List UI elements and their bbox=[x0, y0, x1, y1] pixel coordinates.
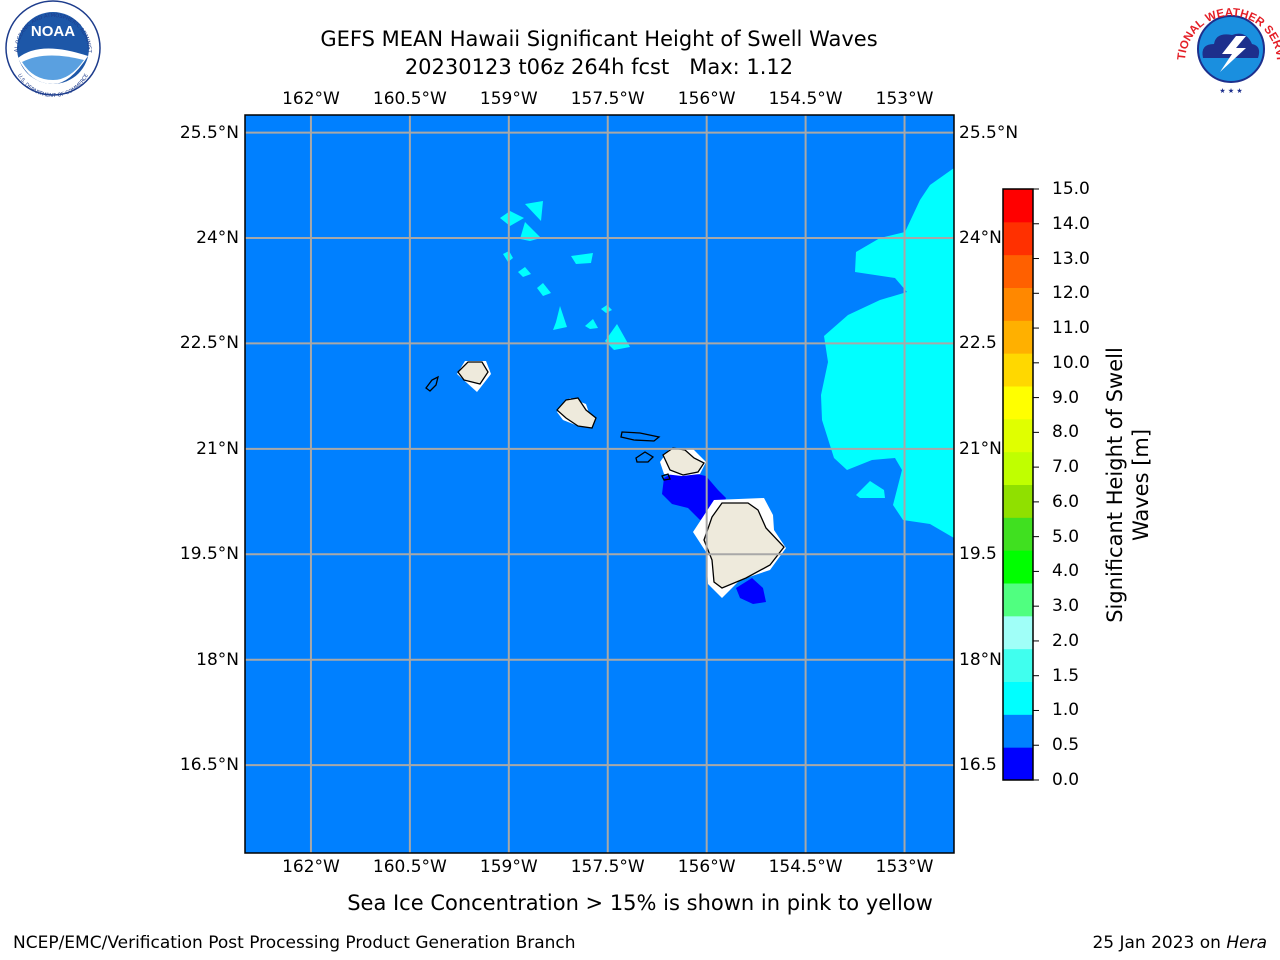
colorbar-tick-label: 12.0 bbox=[1052, 283, 1090, 304]
colorbar-segment bbox=[1003, 287, 1033, 321]
sea-ice-note: Sea Ice Concentration > 15% is shown in … bbox=[347, 891, 933, 915]
lon-label-top: 162°W bbox=[282, 89, 340, 109]
swell-area-patch bbox=[856, 481, 885, 498]
colorbar-segment bbox=[1003, 451, 1033, 485]
colorbar-tick-label: 6.0 bbox=[1052, 491, 1080, 512]
colorbar-tick-label: 15.0 bbox=[1052, 179, 1090, 199]
colorbar-tick-label: 13.0 bbox=[1052, 248, 1090, 269]
lat-label-right: 25.5°N bbox=[959, 122, 1019, 143]
ocean-field bbox=[245, 115, 954, 853]
lon-label-bottom: 159°W bbox=[479, 857, 538, 877]
lat-label-right: 18°N bbox=[959, 649, 1002, 670]
colorbar-segment bbox=[1003, 648, 1033, 682]
colorbar-segment bbox=[1003, 254, 1033, 288]
colorbar-tick-label: 3.0 bbox=[1052, 596, 1080, 617]
lon-label-bottom: 156°W bbox=[677, 857, 736, 877]
colorbar-tick-label: 1.5 bbox=[1052, 665, 1080, 686]
svg-text:NATIONAL WEATHER SERVICE: NATIONAL WEATHER SERVICE bbox=[0, 0, 1280, 61]
footer-date: 25 Jan 2023 on Hera bbox=[1092, 933, 1267, 953]
lat-label-right: 22.5 bbox=[959, 333, 997, 354]
colorbar-tick-label: 0.0 bbox=[1052, 770, 1080, 790]
map-frame bbox=[244, 114, 955, 854]
lat-label-left: 19.5°N bbox=[179, 544, 239, 565]
colorbar-segment bbox=[1003, 189, 1033, 223]
lon-label-bottom: 157.5°W bbox=[570, 857, 645, 877]
colorbar-tick-label: 4.0 bbox=[1052, 561, 1080, 582]
colorbar-tick-label: 9.0 bbox=[1052, 387, 1080, 408]
colorbar-segment bbox=[1003, 386, 1033, 420]
lon-label-top: 154.5°W bbox=[768, 89, 843, 109]
colorbar-segment bbox=[1003, 353, 1033, 387]
colorbar-segment bbox=[1003, 221, 1033, 256]
lon-label-bottom: 153°W bbox=[875, 857, 934, 877]
noaa-logo: NOAA NATIONAL OCEANIC AND ATMOSPHERIC AD… bbox=[0, 0, 101, 99]
colorbar-label: Significant Height of Swell Waves [m] bbox=[1103, 347, 1153, 623]
swell-patches-nw bbox=[500, 201, 630, 350]
graticule bbox=[245, 115, 954, 853]
footer-credit: NCEP/EMC/Verification Post Processing Pr… bbox=[13, 933, 576, 953]
colorbar-segment bbox=[1003, 418, 1033, 453]
lon-label-top: 156°W bbox=[677, 89, 736, 109]
land-islands bbox=[425, 361, 785, 589]
colorbar-segment bbox=[1003, 681, 1033, 715]
island-niihau bbox=[425, 375, 439, 392]
colorbar-segment bbox=[1003, 615, 1033, 650]
colorbar-segment bbox=[1003, 583, 1033, 617]
island-oahu bbox=[556, 397, 597, 429]
colorbar-tick-label: 5.0 bbox=[1052, 526, 1080, 547]
lon-label-top: 153°W bbox=[875, 89, 934, 109]
island-hawaii bbox=[703, 502, 785, 589]
lat-label-right: 24°N bbox=[959, 228, 1002, 248]
colorbar-tick-label: 1.0 bbox=[1052, 700, 1080, 721]
map-title: GEFS MEAN Hawaii Significant Height of S… bbox=[320, 27, 878, 51]
lat-label-left: 24°N bbox=[196, 228, 239, 248]
colorbar-segment bbox=[1003, 484, 1033, 518]
colorbar-segment bbox=[1003, 517, 1033, 551]
lon-label-top: 159°W bbox=[479, 89, 538, 109]
colorbar-tick-label: 10.0 bbox=[1052, 352, 1090, 373]
map-subtitle: 20230123 t06z 264h fcst Max: 1.12 bbox=[404, 55, 794, 79]
lat-label-right: 19.5 bbox=[959, 544, 997, 565]
lon-label-top: 160.5°W bbox=[372, 89, 447, 109]
lat-label-right: 16.5 bbox=[959, 755, 997, 776]
colorbar-tick-label: 7.0 bbox=[1052, 457, 1080, 478]
lat-label-left: 16.5°N bbox=[179, 755, 239, 776]
swell-area-low-south bbox=[736, 578, 766, 604]
lat-label-left: 18°N bbox=[196, 649, 239, 670]
footer-machine: Hera bbox=[1226, 933, 1267, 953]
colorbar-segment bbox=[1003, 550, 1033, 584]
colorbar-tick-label: 8.0 bbox=[1052, 422, 1080, 443]
svg-text:★ ★ ★: ★ ★ ★ bbox=[1219, 87, 1242, 95]
colorbar-segment bbox=[1003, 320, 1033, 354]
island-molokai bbox=[620, 431, 661, 442]
lat-label-left: 21°N bbox=[196, 438, 239, 459]
colorbar-tick-label: 14.0 bbox=[1052, 213, 1090, 234]
island-kauai bbox=[457, 361, 489, 385]
colorbar-frame bbox=[1002, 188, 1034, 781]
colorbar-tick-label: 2.0 bbox=[1052, 630, 1080, 651]
swell-area-east bbox=[821, 168, 954, 538]
lat-label-left: 22.5°N bbox=[179, 333, 239, 354]
lat-label-left: 25.5°N bbox=[179, 122, 239, 143]
lon-label-bottom: 162°W bbox=[282, 857, 340, 877]
colorbar bbox=[1002, 188, 1039, 781]
lon-label-bottom: 160.5°W bbox=[372, 857, 447, 877]
colorbar-tick-label: 0.5 bbox=[1052, 735, 1080, 756]
nws-logo: NATIONAL WEATHER SERVICE ★ ★ ★ bbox=[0, 0, 1280, 95]
lon-label-top: 157.5°W bbox=[570, 89, 645, 109]
colorbar-tick-label: 11.0 bbox=[1052, 318, 1090, 339]
colorbar-segment bbox=[1003, 747, 1033, 781]
map-panel bbox=[244, 114, 955, 854]
lat-label-right: 21°N bbox=[959, 438, 1002, 459]
island-kahoolawe bbox=[661, 473, 671, 481]
lon-label-bottom: 154.5°W bbox=[768, 857, 843, 877]
noaa-logo-text: NOAA bbox=[31, 23, 75, 40]
colorbar-segment bbox=[1003, 714, 1033, 748]
nws-ring-text: NATIONAL WEATHER SERVICE bbox=[0, 0, 1280, 61]
island-lanai bbox=[635, 451, 655, 463]
